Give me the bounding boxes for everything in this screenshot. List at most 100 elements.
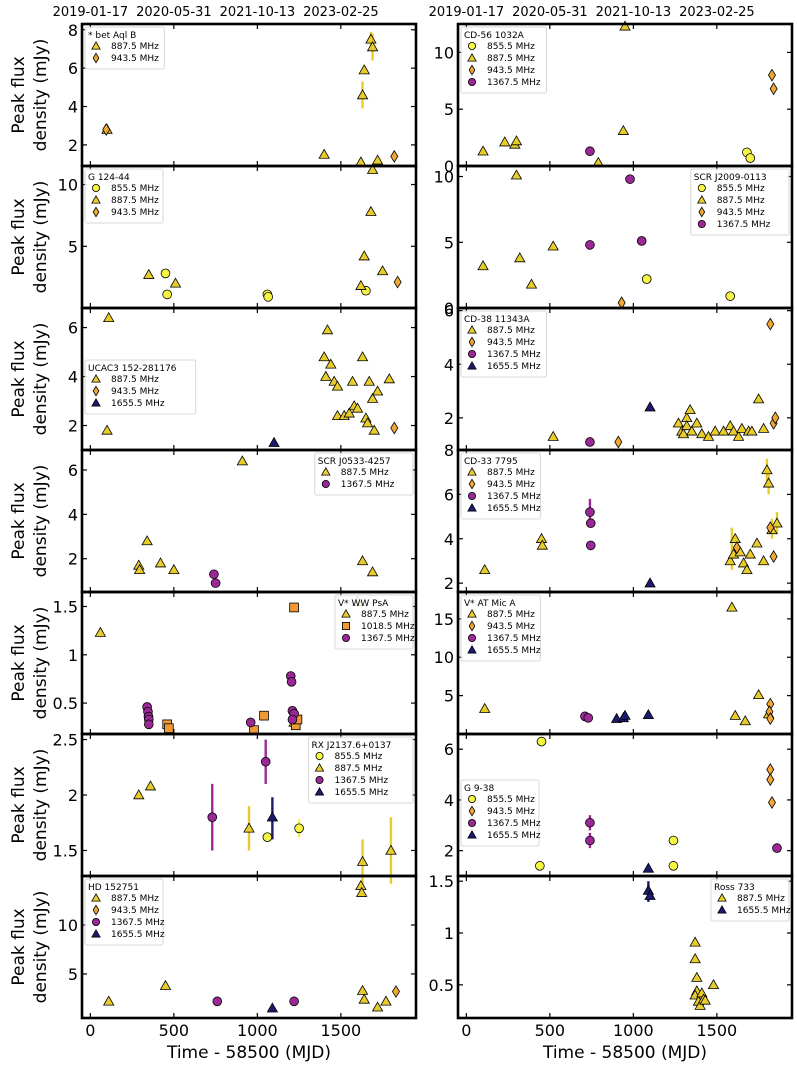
legend-label: 1655.5 MHz — [487, 831, 541, 841]
legend-label: 887.5 MHz — [487, 54, 535, 64]
y-tick-label: 10 — [58, 176, 78, 195]
legend-marker-887-5-mhz — [717, 893, 727, 902]
data-point-887-5-mhz — [619, 20, 631, 31]
panel-title: HD 152751 — [88, 883, 139, 893]
legend-marker-943-5-mhz — [92, 904, 100, 916]
legend-marker-855-5-mhz — [697, 183, 706, 192]
y-axis-label-line2: density (mJy) — [31, 607, 51, 720]
y-tick-label: 10 — [434, 648, 454, 667]
y-tick-label: 6 — [68, 59, 78, 78]
data-point-1655-5-mhz — [619, 709, 631, 720]
legend-box — [460, 26, 547, 94]
data-point-887-5-mhz — [477, 145, 489, 156]
y-tick-label: 10 — [58, 916, 78, 935]
legend-label: 943.5 MHz — [111, 387, 159, 397]
data-point-887-5-mhz — [365, 33, 377, 44]
data-point-887-5-mhz — [366, 392, 379, 403]
y-tick-label: 4 — [444, 530, 454, 549]
data-point-887-5-mhz — [617, 124, 630, 135]
x-tick-label: 500 — [535, 1021, 566, 1040]
data-point-887-5-mhz — [365, 205, 377, 216]
legend-marker-1367-5-mhz — [341, 634, 350, 643]
data-point-887-5-mhz — [358, 250, 370, 261]
x-tick-label: 1500 — [320, 1021, 361, 1040]
data-point-887-5-mhz — [677, 428, 690, 439]
legend-label: 1018.5 MHz — [361, 622, 415, 632]
data-point-887-5-mhz — [510, 169, 523, 180]
data-point-1655-5-mhz — [268, 436, 280, 447]
y-tick-label: 0.5 — [429, 976, 454, 995]
data-point-1367-5-mhz — [585, 518, 596, 529]
y-tick-label: 2.5 — [53, 731, 78, 750]
y-tick-label: 0 — [444, 157, 454, 176]
data-point-943-5-mhz — [390, 421, 399, 435]
data-point-887-5-mhz — [681, 420, 693, 431]
legend-label: 943.5 MHz — [487, 66, 535, 76]
data-point-943-5-mhz — [769, 82, 778, 96]
legend-box — [334, 594, 414, 650]
data-point-943-5-mhz — [390, 149, 399, 163]
x-tick-label: 500 — [159, 1021, 190, 1040]
legend-marker-1367-5-mhz — [697, 219, 706, 228]
y-axis-label-line1: Peak flux — [9, 198, 29, 275]
data-point-1367-5-mhz — [585, 507, 595, 517]
data-point-1367-5-mhz — [209, 569, 219, 580]
legend-label: 943.5 MHz — [487, 622, 535, 632]
y-tick-label: 2 — [68, 417, 78, 436]
x-tick-label: 0 — [85, 1021, 95, 1040]
data-point-1655-5-mhz — [644, 401, 656, 412]
x-tick-label: 1000 — [613, 1021, 654, 1040]
data-point-887-5-mhz — [346, 375, 359, 386]
data-point-943-5-mhz — [767, 68, 776, 82]
legend-label: 887.5 MHz — [361, 610, 409, 620]
x-tick-label: 1500 — [696, 1021, 737, 1040]
data-point-855-5-mhz — [262, 832, 273, 842]
legend-marker-855-5-mhz — [92, 183, 101, 192]
data-point-855-5-mhz — [668, 835, 679, 846]
data-point-887-5-mhz — [371, 154, 384, 165]
data-point-1367-5-mhz — [585, 240, 595, 250]
data-point-887-5-mhz — [363, 375, 375, 386]
data-point-943-5-mhz — [766, 317, 775, 331]
y-tick-label: 5 — [444, 233, 454, 252]
data-point-1367-5-mhz — [212, 996, 223, 1007]
data-point-1367-5-mhz — [772, 843, 782, 853]
data-point-887-5-mhz — [383, 373, 396, 384]
legend-box — [314, 452, 414, 496]
legend-label: 887.5 MHz — [111, 42, 159, 52]
legend-label: 1367.5 MHz — [487, 78, 541, 88]
y-tick-label: 2 — [444, 409, 454, 428]
data-point-887-5-mhz — [736, 422, 748, 433]
data-point-1367-5-mhz — [289, 996, 299, 1007]
legend-label: 1655.5 MHz — [487, 504, 541, 514]
legend-label: 855.5 MHz — [487, 42, 535, 52]
data-point-887-5-mhz — [525, 278, 538, 289]
y-tick-label: 4 — [68, 505, 78, 524]
panel-title: Ross 733 — [714, 883, 755, 893]
panel-title: G 124-44 — [88, 173, 130, 183]
data-point-887-5-mhz — [368, 424, 380, 435]
legend-marker-887-5-mhz — [91, 41, 101, 50]
legend-box — [84, 168, 164, 224]
legend-marker-943-5-mhz — [92, 385, 100, 397]
data-point-887-5-mhz — [514, 252, 526, 263]
legend-label: 1655.5 MHz — [487, 362, 541, 372]
y-axis-label-line2: density (mJy) — [31, 749, 51, 862]
legend-marker-943-5-mhz — [468, 64, 476, 76]
data-point-887-5-mhz — [726, 601, 738, 612]
data-point-943-5-mhz — [771, 411, 780, 425]
data-point-887-5-mhz — [757, 422, 770, 433]
data-point-887-5-mhz — [739, 715, 751, 726]
legend-marker-943-5-mhz — [468, 336, 476, 348]
legend-label: 943.5 MHz — [111, 906, 159, 916]
data-point-887-5-mhz — [689, 953, 701, 964]
data-point-887-5-mhz — [477, 260, 489, 271]
labels-layer: Time - 58500 (MJD) Time - 58500 (MJD) — [166, 1043, 707, 1063]
